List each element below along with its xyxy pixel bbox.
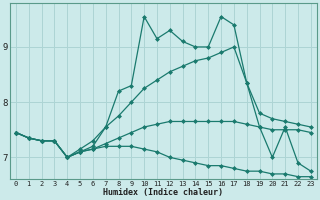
- X-axis label: Humidex (Indice chaleur): Humidex (Indice chaleur): [103, 188, 223, 197]
